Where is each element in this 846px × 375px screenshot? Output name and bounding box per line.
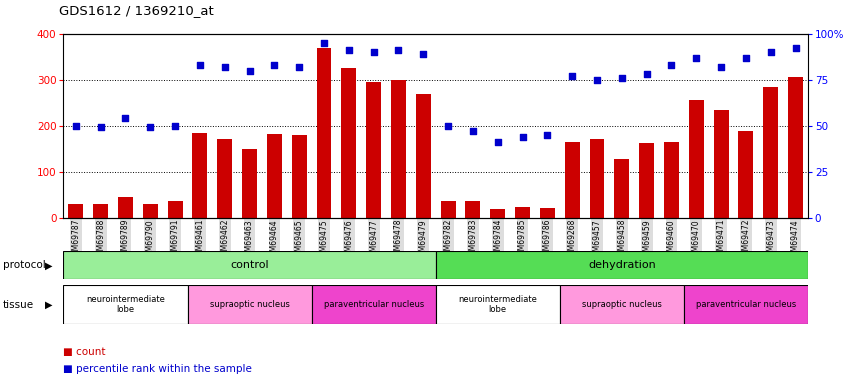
Point bbox=[193, 62, 206, 68]
Point bbox=[516, 134, 530, 140]
Bar bbox=[217, 140, 232, 218]
Text: paraventricular nucleus: paraventricular nucleus bbox=[695, 300, 796, 309]
Text: supraoptic nucleus: supraoptic nucleus bbox=[210, 300, 289, 309]
Bar bbox=[416, 94, 431, 218]
Point bbox=[293, 64, 306, 70]
Text: dehydration: dehydration bbox=[588, 260, 656, 270]
Point bbox=[367, 49, 381, 55]
Text: paraventricular nucleus: paraventricular nucleus bbox=[323, 300, 424, 309]
Text: ▶: ▶ bbox=[45, 260, 52, 270]
Point bbox=[788, 45, 802, 51]
Bar bbox=[714, 110, 728, 218]
Bar bbox=[560, 285, 684, 324]
Point bbox=[640, 71, 653, 77]
Point bbox=[491, 139, 504, 145]
Bar bbox=[441, 201, 455, 217]
Point bbox=[118, 115, 132, 121]
Point bbox=[342, 47, 355, 53]
Text: supraoptic nucleus: supraoptic nucleus bbox=[582, 300, 662, 309]
Bar bbox=[590, 140, 604, 218]
Text: ■ count: ■ count bbox=[63, 347, 106, 357]
Bar bbox=[267, 134, 282, 218]
Point bbox=[665, 62, 678, 68]
Bar bbox=[168, 201, 183, 217]
Bar bbox=[391, 80, 406, 218]
Bar bbox=[640, 143, 654, 218]
Point bbox=[442, 123, 455, 129]
Point bbox=[243, 68, 256, 74]
Bar bbox=[118, 197, 133, 217]
Point bbox=[689, 55, 703, 61]
Point bbox=[591, 77, 604, 83]
Point bbox=[541, 132, 554, 138]
Point bbox=[218, 64, 232, 70]
Point bbox=[168, 123, 182, 129]
Point bbox=[94, 124, 107, 130]
Text: ▶: ▶ bbox=[45, 300, 52, 310]
Point bbox=[615, 75, 629, 81]
Text: tissue: tissue bbox=[3, 300, 34, 310]
Point bbox=[739, 55, 753, 61]
Bar bbox=[188, 285, 311, 324]
Bar bbox=[788, 77, 803, 218]
Bar bbox=[664, 142, 678, 218]
Bar bbox=[689, 100, 704, 218]
Point bbox=[69, 123, 83, 129]
Point bbox=[466, 128, 480, 134]
Bar bbox=[763, 87, 778, 218]
Text: GDS1612 / 1369210_at: GDS1612 / 1369210_at bbox=[59, 4, 214, 17]
Bar bbox=[491, 209, 505, 218]
Text: neurointermediate
lobe: neurointermediate lobe bbox=[459, 295, 537, 314]
Bar bbox=[739, 131, 753, 218]
Text: neurointermediate
lobe: neurointermediate lobe bbox=[86, 295, 165, 314]
Bar bbox=[436, 251, 808, 279]
Bar bbox=[436, 285, 560, 324]
Bar bbox=[565, 142, 580, 218]
Bar bbox=[342, 68, 356, 218]
Point bbox=[565, 73, 579, 79]
Text: protocol: protocol bbox=[3, 260, 46, 270]
Point bbox=[317, 40, 331, 46]
Bar bbox=[465, 201, 481, 217]
Bar bbox=[515, 207, 530, 218]
Point bbox=[764, 49, 777, 55]
Point bbox=[392, 47, 405, 53]
Text: ■ percentile rank within the sample: ■ percentile rank within the sample bbox=[63, 364, 252, 374]
Bar bbox=[292, 135, 306, 218]
Bar bbox=[311, 285, 436, 324]
Bar bbox=[193, 132, 207, 218]
Bar bbox=[366, 82, 381, 218]
Bar bbox=[684, 285, 808, 324]
Text: control: control bbox=[230, 260, 269, 270]
Bar bbox=[242, 148, 257, 217]
Point bbox=[714, 64, 728, 70]
Bar bbox=[63, 251, 436, 279]
Bar bbox=[143, 204, 157, 218]
Point bbox=[267, 62, 281, 68]
Point bbox=[416, 51, 430, 57]
Bar bbox=[614, 159, 629, 218]
Bar bbox=[316, 48, 332, 217]
Bar bbox=[93, 204, 108, 218]
Point bbox=[144, 124, 157, 130]
Bar bbox=[540, 209, 555, 218]
Bar bbox=[69, 204, 83, 218]
Bar bbox=[63, 285, 188, 324]
